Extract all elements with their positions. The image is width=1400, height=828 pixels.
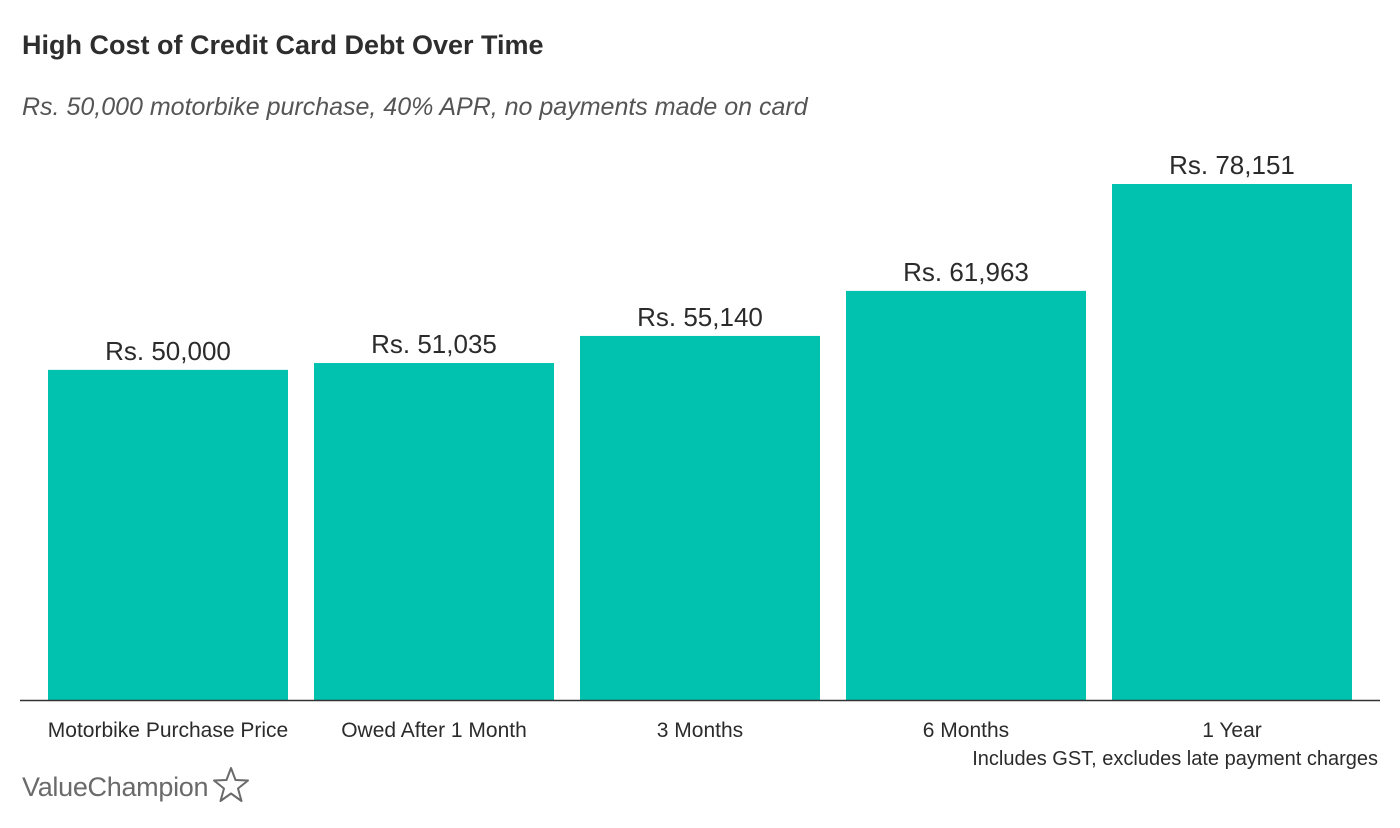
bar-5 [1112,184,1352,700]
footnote: Includes GST, excludes late payment char… [972,748,1378,770]
bar-1 [48,369,288,700]
chart-title: High Cost of Credit Card Debt Over Time [22,30,544,60]
star-outline-icon [212,766,250,809]
bar-3 [580,335,820,700]
brand-logo: ValueChampion [22,766,250,809]
brand-name: ValueChampion [22,772,209,802]
category-label-5: 1 Year [1202,719,1262,742]
data-label-2: Rs. 51,035 [371,329,497,359]
data-label-1: Rs. 50,000 [105,336,231,366]
category-label-1: Motorbike Purchase Price [48,719,288,742]
category-label-2: Owed After 1 Month [341,719,527,742]
category-label-3: 3 Months [657,719,743,742]
bar-4 [846,290,1086,700]
chart-subtitle: Rs. 50,000 motorbike purchase, 40% APR, … [22,93,808,121]
data-label-3: Rs. 55,140 [637,302,763,332]
data-label-5: Rs. 78,151 [1169,150,1295,180]
data-label-4: Rs. 61,963 [903,257,1029,287]
category-label-4: 6 Months [923,719,1009,742]
bar-2 [314,363,554,700]
